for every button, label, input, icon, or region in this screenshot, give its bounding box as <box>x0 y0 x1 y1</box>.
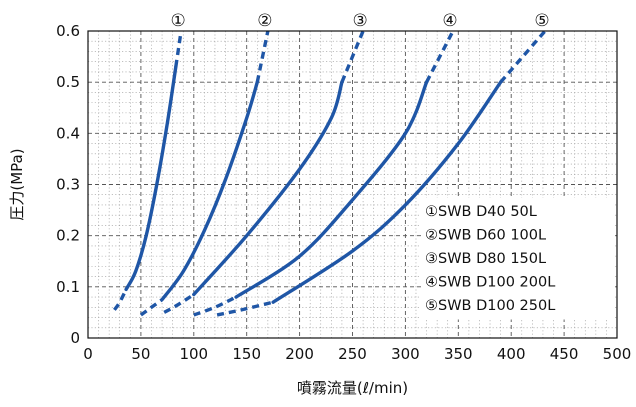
series-1-solid-line <box>124 65 178 292</box>
x-tick-label: 150 <box>232 345 261 363</box>
x-tick-label: 0 <box>83 345 93 363</box>
y-axis-ticks: 0 0.1 0.2 0.3 0.4 0.5 0.6 <box>56 22 80 347</box>
y-tick-label: 0.1 <box>56 278 80 296</box>
series-3-solid-line <box>192 80 344 297</box>
x-tick-label: 250 <box>338 345 367 363</box>
legend: ①SWB D40 50L ②SWB D60 100L ③SWB D80 150L ④S… <box>425 204 555 314</box>
series-4-dashed-low <box>193 295 237 317</box>
x-tick-label: 100 <box>179 345 208 363</box>
y-tick-label: 0.3 <box>56 176 80 194</box>
series-5-dashed-low <box>216 300 274 317</box>
y-tick-label: 0.4 <box>56 124 80 142</box>
series-4-marker: ④ <box>442 11 457 31</box>
series-2-solid-line <box>160 80 259 302</box>
y-tick-label: 0.2 <box>56 227 80 245</box>
series-2-marker: ② <box>257 11 272 31</box>
x-axis-ticks: 0 50 100 150 200 250 300 350 400 450 500 <box>83 345 631 363</box>
x-tick-label: 350 <box>444 345 473 363</box>
y-tick-label: 0 <box>70 329 80 347</box>
x-tick-label: 500 <box>603 345 632 363</box>
series-5-marker: ⑤ <box>534 11 549 31</box>
curve-markers: ① ② ③ ④ ⑤ <box>170 11 549 31</box>
series-3-marker: ③ <box>352 11 367 31</box>
y-axis-title: 圧力(MPa) <box>8 148 26 220</box>
series-4-solid-line <box>234 80 429 299</box>
series-1-dashed-high <box>174 30 183 68</box>
legend-entry-2: ②SWB D60 100L <box>425 228 546 244</box>
plot-frame <box>87 30 618 339</box>
x-axis-title: 噴霧流量(ℓ/min) <box>297 379 408 397</box>
legend-entry-4: ④SWB D100 200L <box>425 275 555 291</box>
x-tick-label: 50 <box>131 345 150 363</box>
series-5-dashed-high <box>499 29 547 84</box>
series-2-dashed-low <box>139 298 164 317</box>
series-4-dashed-high <box>425 30 455 83</box>
x-tick-label: 450 <box>550 345 579 363</box>
legend-entry-3: ③SWB D80 150L <box>425 251 546 267</box>
series-3-dashed-high <box>340 30 365 83</box>
series-1-marker: ① <box>170 11 185 31</box>
legend-entry-5: ⑤SWB D100 250L <box>425 298 555 314</box>
series-5-solid-line <box>271 80 503 304</box>
x-tick-label: 400 <box>497 345 526 363</box>
series-1-dashed-low <box>113 288 128 311</box>
x-tick-label: 300 <box>391 345 420 363</box>
y-tick-label: 0.5 <box>56 73 80 91</box>
y-tick-label: 0.6 <box>56 22 80 40</box>
series-3-dashed-low <box>163 293 195 314</box>
series-2-dashed-high <box>255 30 270 83</box>
curves <box>113 29 547 317</box>
legend-entry-1: ①SWB D40 50L <box>425 204 537 220</box>
legend-background <box>421 198 615 320</box>
x-tick-label: 200 <box>285 345 314 363</box>
